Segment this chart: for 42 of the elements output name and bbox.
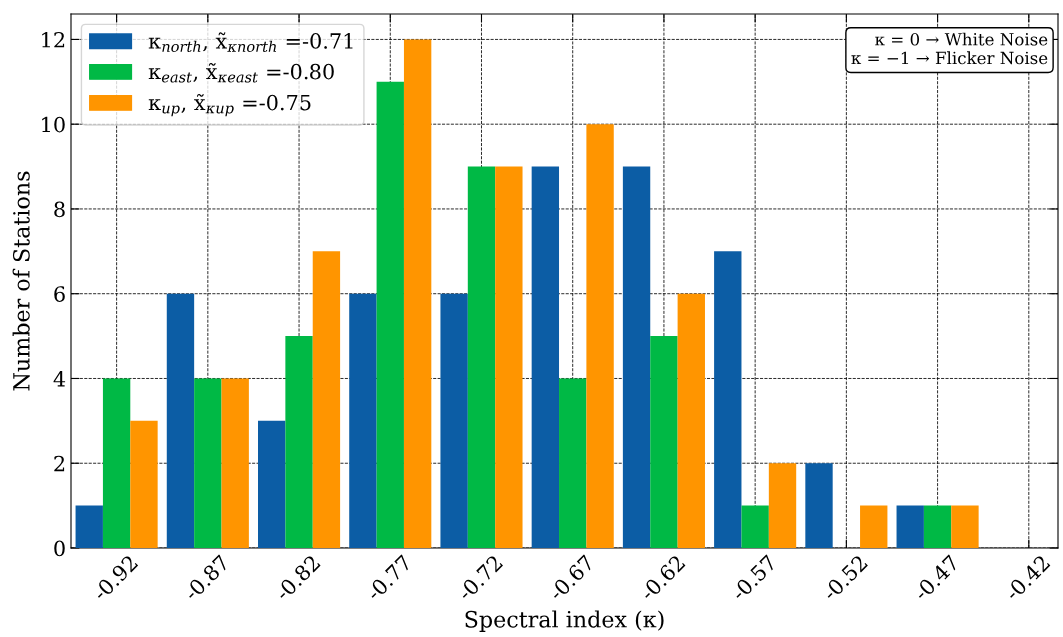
legend-label: κ$_{north}$, x̃$_{κnorth}$ =-0.71 bbox=[148, 32, 353, 52]
bar bbox=[951, 505, 979, 548]
bar bbox=[622, 166, 651, 548]
bar bbox=[495, 166, 523, 548]
bar bbox=[896, 505, 924, 548]
annotation: κ = 0 → White Noise κ = −1 → Flicker Noise bbox=[851, 32, 1048, 65]
bar bbox=[714, 251, 742, 548]
y-tick-label: 0 bbox=[54, 540, 65, 557]
bar bbox=[440, 293, 468, 548]
y-tick-label: 12 bbox=[42, 31, 65, 48]
y-tick-label: 8 bbox=[54, 201, 65, 218]
bar bbox=[467, 166, 496, 548]
bar bbox=[403, 39, 432, 548]
bar bbox=[166, 293, 195, 548]
bar bbox=[677, 293, 705, 548]
y-tick-label: 6 bbox=[54, 286, 65, 302]
bar bbox=[650, 336, 678, 548]
bar bbox=[194, 378, 222, 548]
bar bbox=[349, 293, 377, 548]
legend-label: κ$_{east}$, x̃$_{κeast}$ =-0.80 bbox=[148, 62, 334, 83]
bar bbox=[285, 336, 313, 548]
legend-label: κ$_{up}$, x̃$_{κup}$ =-0.75 bbox=[148, 93, 311, 117]
bar bbox=[741, 505, 769, 548]
bar bbox=[75, 505, 103, 548]
bar bbox=[221, 378, 249, 548]
bar bbox=[130, 420, 158, 548]
bar bbox=[805, 463, 833, 548]
y-tick-label: 4 bbox=[53, 370, 66, 387]
bar bbox=[923, 505, 952, 548]
bar bbox=[312, 251, 341, 548]
bar bbox=[102, 378, 131, 548]
bar bbox=[531, 166, 560, 548]
bar bbox=[559, 378, 587, 548]
y-tick-label: 10 bbox=[42, 116, 65, 133]
bar bbox=[376, 81, 404, 548]
bar bbox=[586, 124, 614, 548]
y-axis-title: Number of Stations bbox=[12, 171, 30, 391]
bar bbox=[768, 463, 797, 548]
y-tick-label: 2 bbox=[54, 455, 65, 472]
bar bbox=[860, 505, 888, 548]
bar bbox=[258, 420, 286, 548]
x-axis-title: Spectral index (κ) bbox=[465, 610, 664, 632]
